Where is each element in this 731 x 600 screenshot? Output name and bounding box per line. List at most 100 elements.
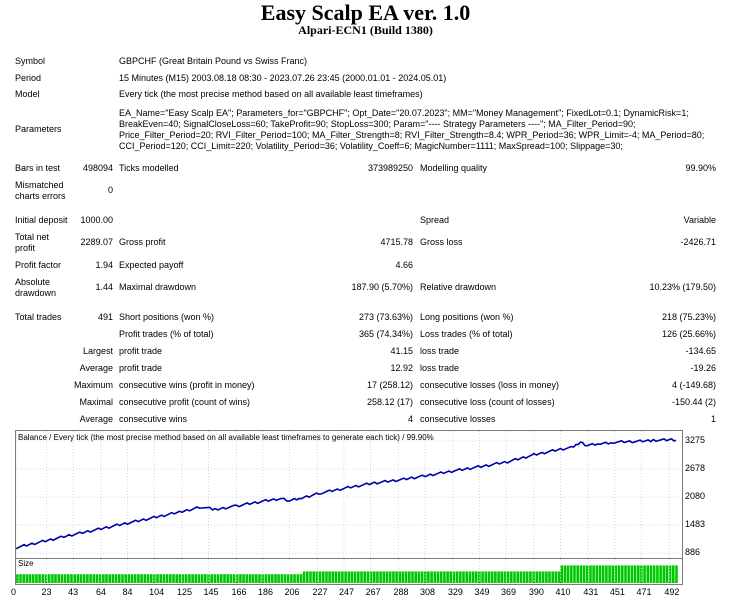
chart-title: Balance / Every tick (the most precise m… bbox=[18, 433, 434, 442]
x-tick-label: 390 bbox=[528, 587, 544, 597]
losstrades-value: 126 (25.66%) bbox=[661, 329, 716, 339]
netprofit-label-1: Total net bbox=[15, 232, 50, 242]
profittrades-label: Profit trades (% of total) bbox=[119, 329, 214, 339]
size-bar bbox=[162, 574, 166, 583]
x-tick-label: 227 bbox=[312, 587, 328, 597]
size-bar bbox=[621, 565, 624, 583]
size-bar bbox=[554, 571, 558, 583]
model-value: Every tick (the most precise method base… bbox=[119, 89, 423, 99]
x-tick-label: 0 bbox=[11, 587, 17, 597]
x-tick-label: 349 bbox=[474, 587, 490, 597]
size-bar bbox=[130, 574, 134, 583]
size-bar bbox=[589, 565, 592, 583]
x-tick-label: 43 bbox=[68, 587, 79, 597]
size-bar bbox=[516, 571, 519, 583]
size-bar bbox=[388, 571, 392, 583]
mismatched-value: 0 bbox=[107, 185, 113, 195]
size-bar bbox=[462, 571, 465, 583]
size-bar bbox=[25, 574, 29, 583]
size-bar bbox=[401, 571, 405, 583]
size-bar bbox=[665, 565, 669, 583]
x-tick-label: 23 bbox=[41, 587, 52, 597]
maxlosses-label: consecutive losses (loss in money) bbox=[420, 380, 560, 390]
reldd-label: Relative drawdown bbox=[420, 282, 497, 292]
size-bar bbox=[519, 571, 523, 583]
size-bar bbox=[481, 571, 484, 583]
netprofit-value: 2289.07 bbox=[80, 237, 113, 247]
size-bar bbox=[245, 574, 249, 583]
x-tick-label: 329 bbox=[447, 587, 463, 597]
size-bar bbox=[484, 571, 488, 583]
profitfactor-value: 1.94 bbox=[95, 260, 113, 270]
size-bar bbox=[76, 574, 80, 583]
size-bar bbox=[220, 574, 223, 583]
size-bar bbox=[38, 574, 41, 583]
size-bar bbox=[373, 571, 376, 583]
size-bar bbox=[398, 571, 402, 583]
size-bar bbox=[54, 574, 57, 583]
maxwins-label: consecutive wins (profit in money) bbox=[119, 380, 255, 390]
y-tick-label: 2080 bbox=[685, 491, 706, 502]
bars-value: 498094 bbox=[82, 163, 113, 173]
size-bar bbox=[169, 574, 172, 583]
size-bar bbox=[200, 574, 204, 583]
size-bar bbox=[506, 571, 510, 583]
size-bar bbox=[223, 574, 226, 583]
spread-value: Variable bbox=[683, 215, 716, 225]
size-bar bbox=[28, 574, 32, 583]
size-bar bbox=[535, 571, 539, 583]
deposit-value: 1000.00 bbox=[80, 215, 113, 225]
size-bar bbox=[210, 574, 213, 583]
size-bar bbox=[172, 574, 175, 583]
size-bar bbox=[350, 571, 354, 583]
size-bar bbox=[465, 571, 468, 583]
size-bar bbox=[309, 571, 312, 583]
size-bar bbox=[617, 565, 621, 583]
size-bar bbox=[194, 574, 198, 583]
size-bar bbox=[404, 571, 408, 583]
model-label: Model bbox=[15, 89, 40, 99]
size-bar bbox=[181, 574, 185, 583]
size-bar bbox=[239, 574, 242, 583]
x-tick-label: 166 bbox=[231, 587, 247, 597]
size-bar bbox=[513, 571, 516, 583]
size-bar bbox=[111, 574, 115, 583]
size-bar bbox=[146, 574, 150, 583]
size-bar bbox=[213, 574, 217, 583]
size-bar bbox=[226, 574, 229, 583]
deposit-label: Initial deposit bbox=[15, 215, 68, 225]
size-bar bbox=[353, 571, 357, 583]
size-bar bbox=[306, 571, 309, 583]
losstrades-label: Loss trades (% of total) bbox=[420, 329, 513, 339]
size-bar bbox=[649, 565, 653, 583]
size-bar bbox=[459, 571, 462, 583]
size-bar bbox=[633, 565, 637, 583]
size-bar bbox=[255, 574, 258, 583]
size-bar bbox=[22, 574, 25, 583]
size-bar bbox=[624, 565, 627, 583]
balance-line bbox=[15, 438, 677, 550]
payoff-value: 4.66 bbox=[395, 260, 413, 270]
absdd-label-1: Absolute bbox=[15, 277, 51, 287]
size-bar bbox=[551, 571, 554, 583]
grossprofit-value: 4715.78 bbox=[380, 237, 413, 247]
size-bar bbox=[468, 571, 472, 583]
parameters-label: Parameters bbox=[15, 124, 62, 134]
x-tick-label: 369 bbox=[501, 587, 517, 597]
size-bar bbox=[277, 574, 280, 583]
short-label: Short positions (won %) bbox=[119, 312, 215, 322]
x-tick-label: 186 bbox=[258, 587, 274, 597]
x-tick-label: 206 bbox=[284, 587, 300, 597]
size-bar bbox=[566, 565, 570, 583]
size-bar bbox=[290, 574, 293, 583]
x-tick-label: 492 bbox=[664, 587, 680, 597]
grossloss-label: Gross loss bbox=[420, 237, 463, 247]
y-tick-label: 1483 bbox=[685, 519, 706, 529]
size-bar bbox=[436, 571, 440, 583]
size-bar bbox=[159, 574, 162, 583]
size-bar bbox=[175, 574, 178, 583]
size-bar bbox=[293, 574, 296, 583]
size-bar bbox=[286, 574, 290, 583]
size-bar bbox=[178, 574, 182, 583]
size-bar bbox=[529, 571, 532, 583]
